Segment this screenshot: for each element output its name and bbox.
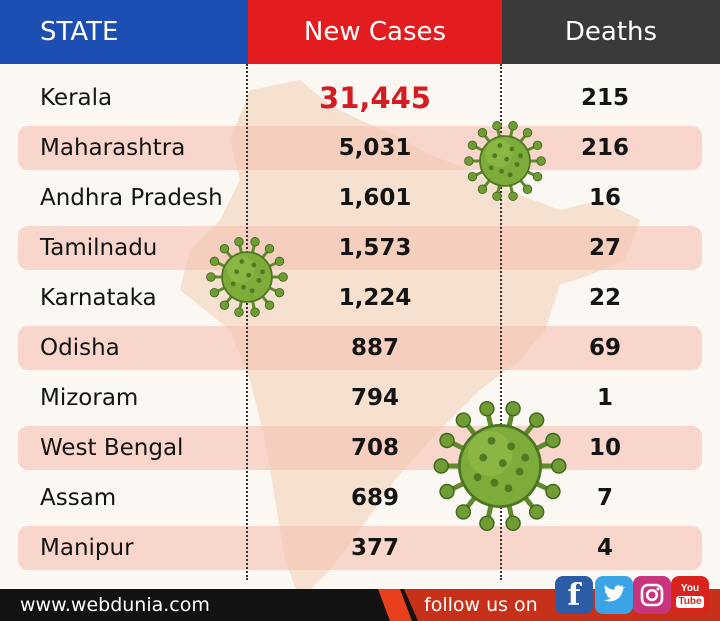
deaths-value: 7 [596, 485, 613, 511]
state-name: Andhra Pradesh [40, 185, 223, 211]
deaths-value: 27 [588, 235, 621, 261]
virus-icon [433, 400, 567, 532]
virus-icon [464, 121, 546, 201]
website-link[interactable]: www.webdunia.com [20, 594, 210, 616]
deaths-value: 16 [588, 185, 621, 211]
instagram-icon[interactable] [633, 576, 671, 614]
youtube-you-text: You [680, 583, 700, 594]
new-cases-value: 1,224 [338, 285, 412, 311]
new-cases-value: 5,031 [338, 135, 412, 161]
youtube-icon[interactable]: You Tube [671, 576, 709, 614]
follow-us-label: follow us on [424, 594, 538, 616]
state-name: Mizoram [40, 385, 139, 411]
row-stripe [18, 326, 702, 370]
youtube-tube-text: Tube [676, 596, 704, 608]
table-row: Manipur 377 4 [0, 525, 720, 571]
state-name: Assam [40, 485, 117, 511]
facebook-icon[interactable]: f [555, 576, 593, 614]
state-name: West Bengal [40, 435, 184, 461]
new-cases-value: 708 [350, 435, 399, 461]
column-separator-left [246, 64, 248, 580]
new-cases-value: 31,445 [319, 81, 431, 115]
new-cases-value: 689 [350, 485, 399, 511]
column-header-new-cases: New Cases [248, 0, 502, 64]
table-row: Kerala 31,445 215 [0, 75, 720, 121]
deaths-value: 22 [588, 285, 621, 311]
virus-icon [206, 237, 288, 317]
table-row: Mizoram 794 1 [0, 375, 720, 421]
state-name: Manipur [40, 535, 134, 561]
deaths-value: 216 [580, 135, 629, 161]
twitter-icon[interactable] [595, 576, 633, 614]
table-row: Odisha 887 69 [0, 325, 720, 371]
deaths-value: 10 [588, 435, 621, 461]
deaths-value: 69 [588, 335, 621, 361]
table-row: Andhra Pradesh 1,601 16 [0, 175, 720, 221]
row-stripe [18, 126, 702, 170]
state-name: Odisha [40, 335, 120, 361]
table-row: West Bengal 708 10 [0, 425, 720, 471]
state-name: Karnataka [40, 285, 157, 311]
new-cases-value: 794 [350, 385, 399, 411]
table-row: Tamilnadu 1,573 27 [0, 225, 720, 271]
deaths-value: 215 [580, 85, 629, 111]
table-row: Maharashtra 5,031 216 [0, 125, 720, 171]
state-name: Tamilnadu [40, 235, 158, 261]
new-cases-value: 1,601 [338, 185, 412, 211]
new-cases-value: 377 [350, 535, 399, 561]
row-stripe [18, 526, 702, 570]
state-name: Kerala [40, 85, 113, 111]
deaths-value: 4 [596, 535, 613, 561]
column-header-state: STATE [0, 0, 248, 64]
new-cases-value: 1,573 [338, 235, 412, 261]
table-row: Karnataka 1,224 22 [0, 275, 720, 321]
new-cases-value: 887 [350, 335, 399, 361]
table-row: Assam 689 7 [0, 475, 720, 521]
state-name: Maharashtra [40, 135, 186, 161]
row-stripe [18, 226, 702, 270]
deaths-value: 1 [596, 385, 613, 411]
column-separator-right [500, 64, 502, 580]
column-header-deaths: Deaths [502, 0, 720, 64]
row-stripe [18, 426, 702, 470]
